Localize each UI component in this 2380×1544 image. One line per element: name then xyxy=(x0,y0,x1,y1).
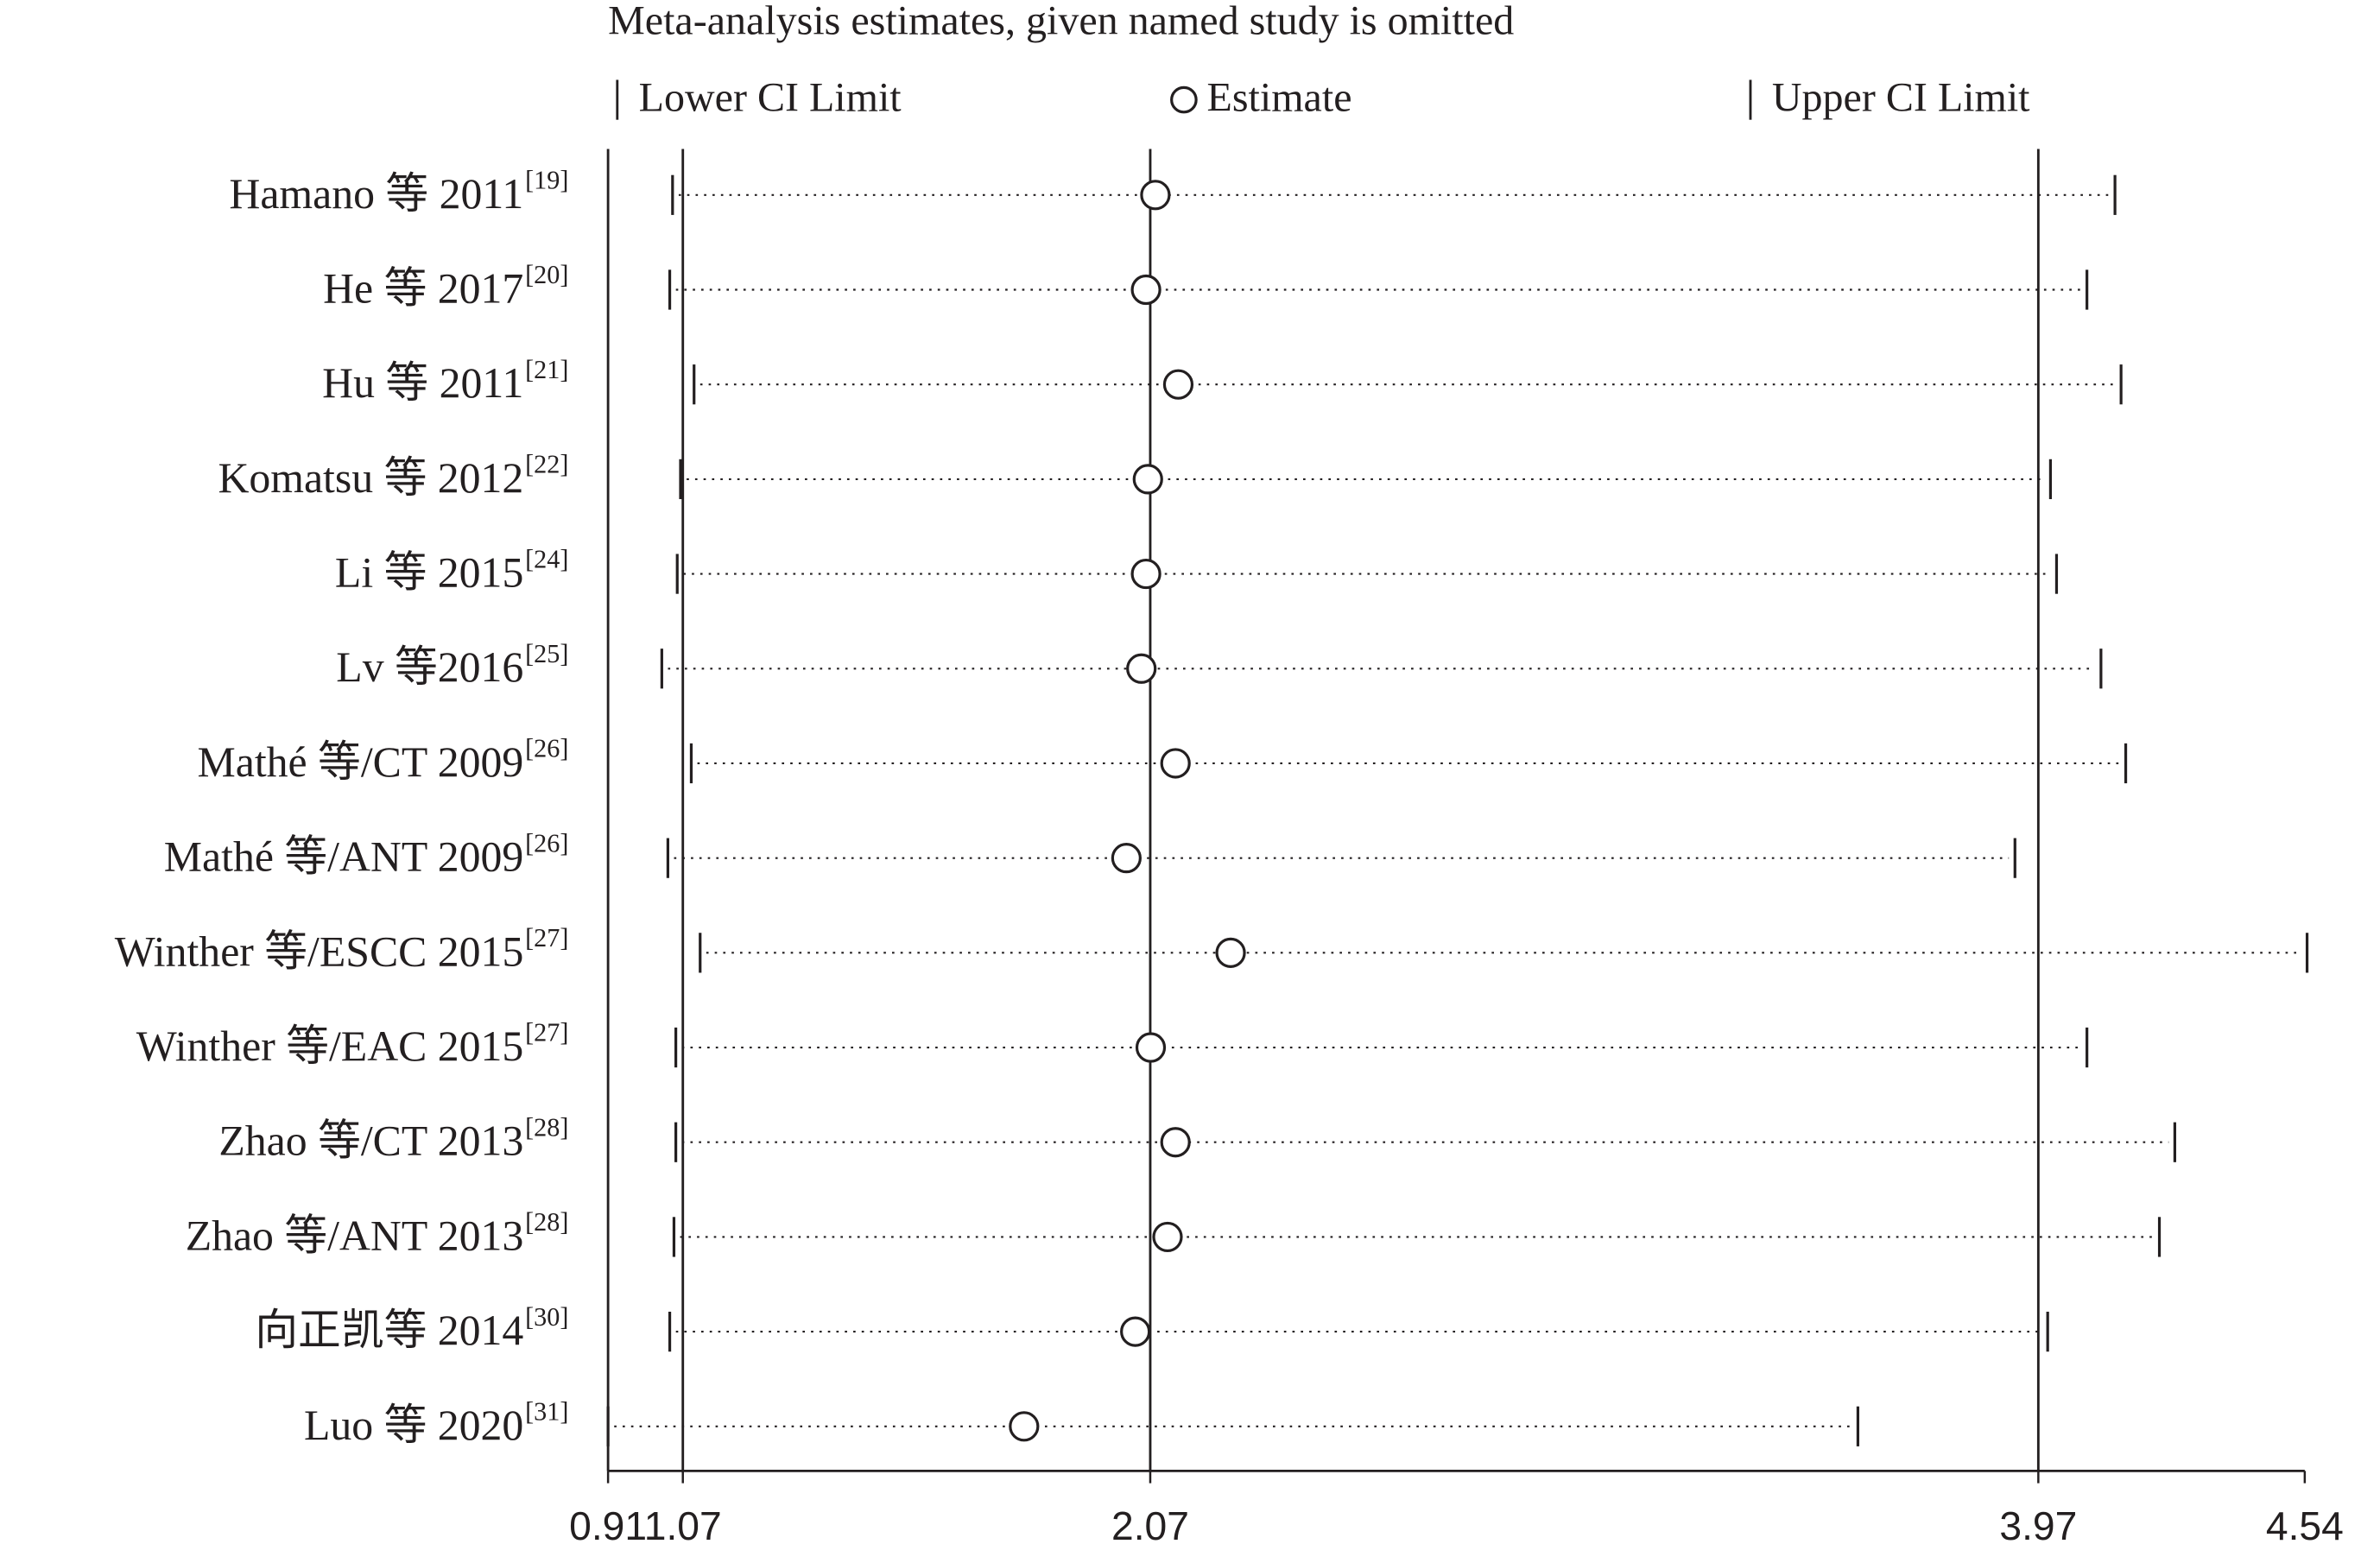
reference-label: [20] xyxy=(525,260,568,289)
reference-label: [25] xyxy=(525,639,568,668)
y-tick-label: Mathé 等/ANT 2009 xyxy=(164,833,524,881)
y-tick-label: Winther 等/EAC 2015 xyxy=(136,1022,524,1070)
reference-label: [26] xyxy=(525,828,568,857)
reference-label: [24] xyxy=(525,544,568,573)
y-tick-label: Hamano 等 2011 xyxy=(229,170,523,218)
x-tick-label: 3.97 xyxy=(1999,1503,2077,1544)
y-tick-label: Komatsu 等 2012 xyxy=(218,454,523,502)
estimate-marker xyxy=(1126,653,1157,684)
x-tick-label: 0.91 xyxy=(569,1503,647,1544)
reference-label: [19] xyxy=(525,166,568,195)
legend-label: Upper CI Limit xyxy=(1772,74,2030,120)
legend-label: Lower CI Limit xyxy=(639,74,902,120)
reference-label: [21] xyxy=(525,355,568,384)
estimate-marker xyxy=(1132,464,1163,495)
y-tick-label: Li 等 2015 xyxy=(335,549,523,597)
estimate-marker xyxy=(1009,1411,1040,1442)
x-tick-label: 2.07 xyxy=(1111,1503,1189,1544)
estimate-marker xyxy=(1152,1221,1183,1253)
estimate-marker xyxy=(1120,1316,1151,1347)
y-tick-label: Mathé 等/CT 2009 xyxy=(197,738,523,786)
estimate-marker xyxy=(1140,180,1171,211)
reference-label: [27] xyxy=(525,1018,568,1047)
estimate-marker xyxy=(1160,1127,1191,1158)
estimate-marker xyxy=(1160,748,1191,779)
reference-label: [30] xyxy=(525,1302,568,1332)
estimate-marker xyxy=(1135,1032,1167,1063)
x-tick-label: 4.54 xyxy=(2266,1503,2344,1544)
reference-label: [28] xyxy=(525,1207,568,1237)
y-tick-label: Lv 等2016 xyxy=(336,643,523,691)
legend-label: Estimate xyxy=(1207,74,1352,120)
y-tick-label: Zhao 等/ANT 2013 xyxy=(186,1212,524,1259)
reference-label: [22] xyxy=(525,450,568,479)
y-tick-label: He 等 2017 xyxy=(323,264,523,312)
y-tick-label: 向正凯等 2014 xyxy=(255,1307,523,1354)
y-tick-label: Luo 等 2020 xyxy=(304,1402,523,1449)
estimate-marker xyxy=(1130,274,1162,306)
legend-symbol xyxy=(1170,85,1198,114)
estimate-marker xyxy=(1215,937,1246,968)
estimate-marker xyxy=(1130,558,1162,590)
y-tick-label: Zhao 等/CT 2013 xyxy=(218,1117,523,1165)
y-tick-label: Hu 等 2011 xyxy=(322,359,523,407)
estimate-marker xyxy=(1162,369,1194,400)
x-tick-label: 1.07 xyxy=(644,1503,722,1544)
y-tick-label: Winther 等/ESCC 2015 xyxy=(115,927,524,975)
reference-label: [27] xyxy=(525,923,568,952)
chart-title: Meta-analysis estimates, given named stu… xyxy=(608,0,1514,43)
reference-label: [28] xyxy=(525,1112,568,1142)
reference-label: [26] xyxy=(525,734,568,763)
estimate-marker xyxy=(1111,843,1142,874)
reference-label: [31] xyxy=(525,1397,568,1427)
